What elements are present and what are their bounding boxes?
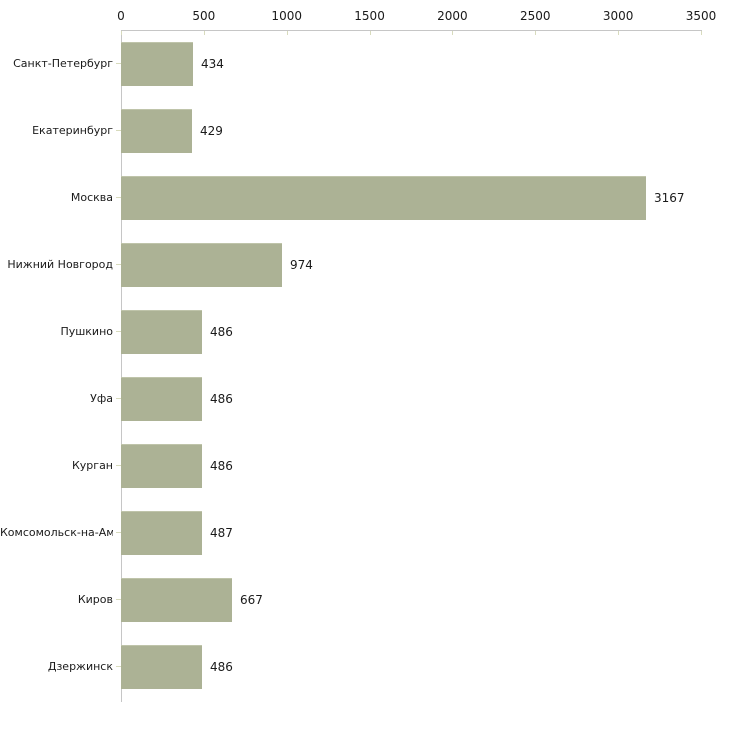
y-axis-tick-mark	[116, 666, 121, 667]
y-axis-line	[121, 30, 122, 702]
x-axis-tick-mark	[618, 31, 620, 35]
category-label: Москва	[70, 191, 113, 204]
x-axis-tick-label: 0	[117, 9, 125, 23]
y-axis-tick-mark	[116, 465, 121, 466]
bar	[121, 644, 202, 689]
x-axis-tick-label: 2500	[520, 9, 551, 23]
value-label: 974	[290, 257, 313, 272]
value-label: 486	[210, 659, 233, 674]
bar	[121, 510, 202, 555]
bar	[121, 242, 282, 287]
x-axis-tick-label: 500	[192, 9, 216, 23]
bar-row: Киров 667	[0, 566, 730, 633]
x-axis-tick-label: 1000	[271, 9, 302, 23]
bar	[121, 41, 193, 86]
bar	[121, 175, 646, 220]
value-label: 486	[210, 458, 233, 473]
bar	[121, 108, 192, 153]
x-axis-tick-mark	[121, 31, 122, 35]
value-label: 487	[210, 525, 233, 540]
category-label: Нижний Новгород	[7, 258, 113, 271]
category-label: Екатеринбург	[32, 124, 113, 137]
category-label: Санкт-Петербург	[13, 57, 113, 70]
category-label: Уфа	[90, 392, 113, 405]
bar	[121, 577, 232, 622]
category-label: Дзержинск	[47, 660, 113, 673]
x-axis-tick-label: 1500	[354, 9, 385, 23]
value-label: 667	[240, 592, 263, 607]
bar-row: Пушкино 486	[0, 298, 730, 365]
x-axis-tick-label: 2000	[437, 9, 468, 23]
x-axis-tick-label: 3000	[602, 9, 634, 23]
y-axis-tick-mark	[116, 130, 121, 131]
y-axis-tick-mark	[116, 63, 121, 64]
y-axis-tick-mark	[116, 532, 121, 533]
value-label: 434	[201, 56, 224, 71]
bar	[121, 376, 202, 421]
x-axis-tick-mark	[452, 31, 454, 35]
x-axis-tick-mark	[369, 31, 371, 35]
y-axis-tick-mark	[116, 331, 121, 332]
category-label: Киров	[77, 593, 113, 606]
bar-row: Дзержинск 486	[0, 633, 730, 700]
y-axis-tick-mark	[116, 264, 121, 265]
bar-row: Екатеринбург 429	[0, 97, 730, 164]
category-label: Комсомольск-на-Амуре	[0, 526, 113, 539]
x-axis-tick-mark	[286, 31, 288, 35]
x-axis-tick-mark	[701, 31, 702, 35]
bar-row: Уфа 486	[0, 365, 730, 432]
x-axis-line	[121, 30, 702, 31]
bar-row: Комсомольск-на-Амуре 487	[0, 499, 730, 566]
x-axis-tick-mark	[535, 31, 537, 35]
bar	[121, 443, 202, 488]
x-axis-tick-mark	[203, 31, 205, 35]
category-label: Курган	[71, 459, 113, 472]
bar-row: Нижний Новгород 974	[0, 231, 730, 298]
value-label: 486	[210, 324, 233, 339]
value-label: 429	[200, 123, 223, 138]
bar-rows: Санкт-Петербург 434 Екатеринбург 429 Москва 3…	[0, 30, 730, 700]
bar	[121, 309, 202, 354]
y-axis-tick-mark	[116, 398, 121, 399]
value-label: 486	[210, 391, 233, 406]
y-axis-tick-mark	[116, 599, 121, 600]
y-axis-tick-mark	[116, 197, 121, 198]
category-label: Пушкино	[60, 325, 113, 338]
bar-row: Санкт-Петербург 434	[0, 30, 730, 97]
bar-row: Курган 486	[0, 432, 730, 499]
bar-row: Москва 3167	[0, 164, 730, 231]
x-axis-tick-label: 3500	[685, 9, 717, 23]
value-label: 3167	[654, 190, 685, 205]
